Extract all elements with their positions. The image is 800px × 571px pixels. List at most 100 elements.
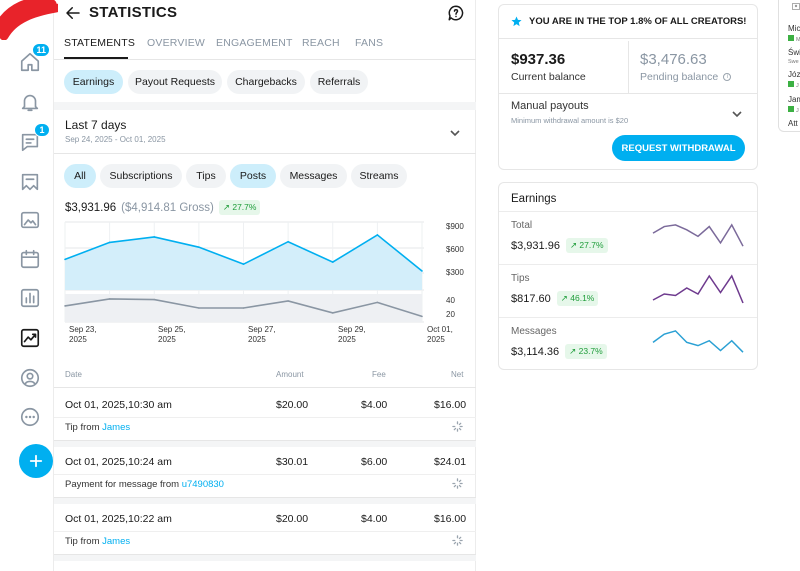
data-point — [153, 298, 156, 301]
user-link[interactable]: James — [102, 422, 131, 433]
messages-icon[interactable]: 1 — [18, 123, 50, 154]
top-bar: STATISTICS — [54, 0, 476, 26]
tab-reach[interactable]: REACH — [302, 37, 340, 49]
earnings-card-title: Earnings — [511, 193, 557, 205]
type-all[interactable]: All — [64, 164, 96, 188]
analytics-active-icon[interactable] — [18, 326, 42, 350]
table-header: Date Amount Fee Net — [54, 368, 476, 388]
table-row[interactable]: Oct 01, 2025,10:22 am $20.00 $4.00 $16.0… — [54, 504, 476, 532]
data-point — [421, 270, 423, 272]
change-badge: ↗ 27.7% — [565, 238, 608, 253]
bell-icon[interactable] — [18, 90, 42, 114]
loading-spinner-icon — [452, 535, 463, 546]
table-row[interactable]: Oct 01, 2025,10:30 am $20.00 $4.00 $16.0… — [54, 390, 476, 418]
data-point — [242, 263, 245, 265]
tab-overview[interactable]: OVERVIEW — [147, 37, 206, 49]
info-icon[interactable]: i — [723, 73, 732, 81]
row-amount: $20.00 — [276, 399, 309, 411]
peek-sub: M — [788, 35, 800, 43]
data-point — [64, 258, 66, 261]
peek-item: Józ — [788, 70, 800, 79]
date-range-selector[interactable]: Last 7 days Sep 24, 2025 - Oct 01, 2025 — [54, 110, 476, 154]
tab-statements[interactable]: STATEMENTS — [64, 37, 136, 49]
change-value: 27.7% — [579, 240, 604, 250]
data-point — [376, 301, 379, 304]
request-withdrawal-button[interactable]: REQUEST WITHDRAWAL — [612, 135, 745, 161]
data-point — [198, 246, 200, 248]
vault-image-icon[interactable] — [18, 208, 42, 232]
peek-item: Mic — [788, 24, 800, 33]
earnings-row-total[interactable]: Total $3,931.96 ↗ 27.7% — [499, 211, 757, 263]
x-tick-label: Sep 27, — [248, 325, 276, 334]
row-desc-text: Tip from — [65, 422, 103, 433]
main-column: STATISTICS STATEMENTS OVERVIEW ENGAGEMEN… — [54, 0, 476, 571]
net-total: $3,931.96 — [65, 201, 117, 214]
earnings-row-label: Messages — [511, 326, 557, 337]
row-fee: $4.00 — [361, 399, 388, 411]
filter-payout-requests[interactable]: Payout Requests — [128, 70, 222, 94]
data-point — [331, 261, 334, 263]
balance-card: YOU ARE IN THE TOP 1.8% OF ALL CREATORS!… — [498, 4, 758, 170]
sparkline — [652, 274, 744, 304]
home-notification-badge: 11 — [32, 43, 50, 57]
data-point — [242, 307, 245, 309]
tab-fans[interactable]: FANS — [355, 37, 384, 49]
row-amount: $20.00 — [276, 513, 309, 525]
type-messages[interactable]: Messages — [280, 164, 347, 188]
earnings-row-value: $3,931.96 — [511, 239, 560, 252]
peek-sub: J — [788, 81, 799, 89]
x-tick-label: Sep 29, — [338, 325, 366, 334]
x-tick-label: 2025 — [158, 335, 176, 344]
loading-spinner-icon — [452, 478, 463, 489]
change-badge: ↗ 46.1% — [556, 291, 599, 306]
profile-icon[interactable] — [18, 366, 42, 390]
row-date: Oct 01, 2025,10:24 am — [65, 456, 172, 468]
more-options-icon[interactable] — [18, 405, 42, 429]
row-description: Payment for message from u7490830 — [65, 479, 224, 490]
home-icon[interactable]: 11 — [18, 43, 50, 74]
earnings-row-tips[interactable]: Tips $817.60 ↗ 46.1% — [499, 264, 757, 316]
table-row[interactable]: Oct 01, 2025,10:24 am $30.01 $6.00 $24.0… — [54, 447, 476, 475]
data-point — [376, 234, 379, 236]
new-post-button[interactable] — [19, 444, 53, 478]
star-icon — [511, 16, 522, 27]
earnings-summary: $3,931.96 ($4,914.81 Gross) ↗ 27.7% — [65, 200, 261, 215]
statistics-icon[interactable] — [18, 286, 42, 310]
x-tick-label: 2025 — [69, 335, 87, 344]
left-nav-rail: 11 1 — [0, 0, 58, 571]
type-posts[interactable]: Posts — [230, 164, 276, 188]
back-arrow-icon[interactable] — [64, 4, 82, 22]
user-link[interactable]: James — [102, 536, 131, 547]
chevron-down-icon — [731, 107, 743, 119]
sparkline — [652, 223, 744, 247]
user-link[interactable]: u7490830 — [181, 479, 224, 490]
manual-payouts-toggle[interactable]: Manual payouts Minimum withdrawal amount… — [499, 93, 757, 129]
pending-balance-label: Pending balance — [640, 71, 719, 83]
filter-chargebacks[interactable]: Chargebacks — [227, 70, 305, 94]
side-panel-peek[interactable]: Mic M Świ Swe Józ J Jam J Att — [778, 0, 800, 132]
filter-referrals[interactable]: Referrals — [310, 70, 368, 94]
collections-icon[interactable] — [18, 170, 42, 194]
data-point — [64, 305, 66, 307]
calendar-icon[interactable] — [18, 247, 42, 271]
filter-earnings[interactable]: Earnings — [64, 70, 123, 94]
type-streams[interactable]: Streams — [351, 164, 407, 188]
pending-balance-value: $3,476.63 — [640, 51, 707, 68]
row-net: $16.00 — [434, 513, 467, 525]
current-balance-label: Current balance — [511, 71, 586, 83]
earnings-row-messages[interactable]: Messages $3,114.36 ↗ 23.7% — [499, 317, 757, 369]
x-tick-label: Oct 01, — [427, 325, 453, 334]
banner-text: YOU ARE IN THE TOP 1.8% OF ALL CREATORS! — [529, 16, 747, 27]
col-fee: Fee — [372, 370, 386, 379]
earnings-row-value-line: $817.60 ↗ 46.1% — [511, 291, 599, 306]
help-icon[interactable] — [447, 4, 465, 22]
row-net: $24.01 — [434, 456, 467, 468]
total-sparkline — [652, 223, 744, 247]
tab-engagement[interactable]: ENGAGEMENT — [216, 37, 293, 49]
type-subscriptions[interactable]: Subscriptions — [100, 164, 182, 188]
type-tips[interactable]: Tips — [186, 164, 226, 188]
balance-separator — [628, 41, 629, 93]
tips-sparkline — [652, 274, 744, 304]
